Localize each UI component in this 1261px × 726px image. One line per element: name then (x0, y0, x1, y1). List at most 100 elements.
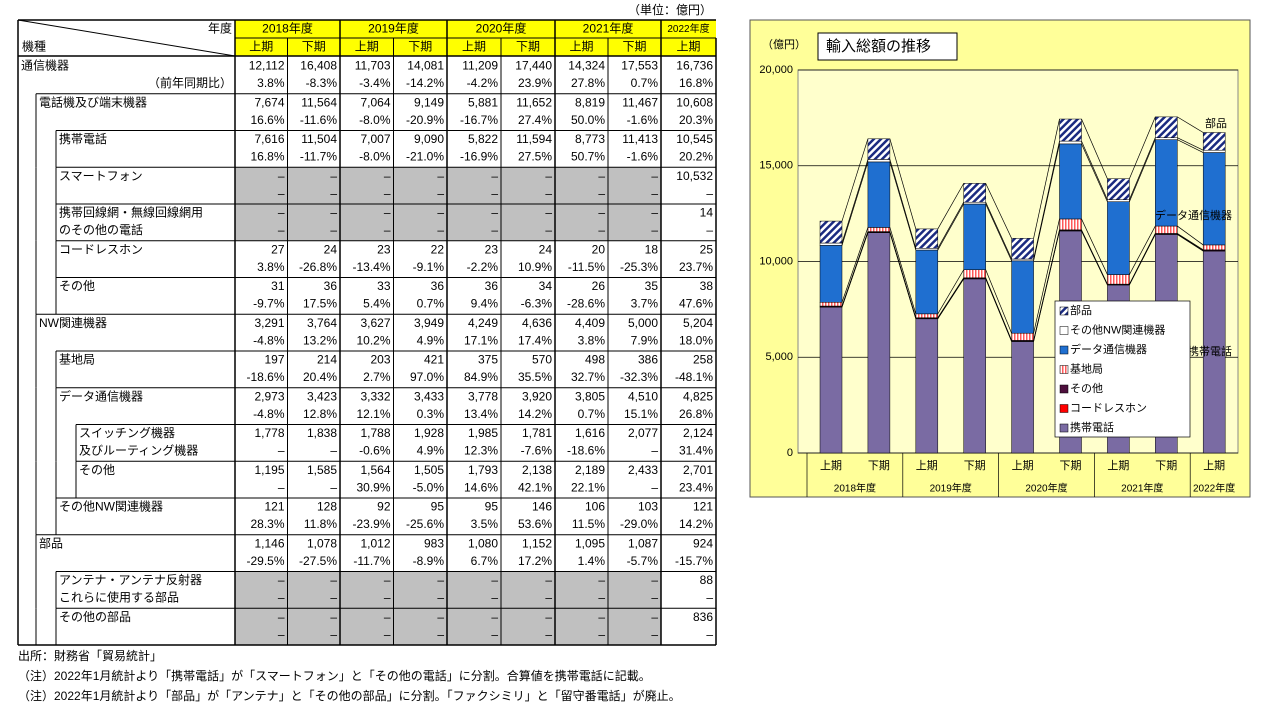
cell-value: 1,788 (360, 426, 390, 440)
y-tick-label: 5,000 (765, 351, 793, 363)
cell-value: 17,440 (515, 59, 552, 73)
annotation: データ通信機器 (1155, 208, 1232, 222)
cell-value: 1,928 (414, 426, 444, 440)
x-tick-label: 上期 (916, 459, 938, 472)
half-cell (447, 38, 501, 56)
na-cell (393, 608, 447, 645)
legend-swatch (1059, 384, 1069, 394)
annotation: 部品 (1205, 116, 1227, 130)
row-label: スイッチング機器 (79, 425, 175, 440)
cell-value: 2,189 (575, 463, 605, 477)
series-line (985, 269, 1012, 334)
cell-change: -29.0% (620, 517, 658, 531)
cell-value: 31 (271, 279, 285, 293)
group-label: 2021年度 (1121, 482, 1163, 495)
cell-change: -8.0% (359, 150, 391, 164)
cell-value: – (545, 169, 552, 183)
row-label: スマートフォン (59, 169, 143, 183)
cell-change: 27.8% (571, 76, 605, 90)
cell-value: 11,504 (301, 132, 337, 146)
bar-segment (1059, 143, 1082, 220)
na-cell (447, 608, 501, 645)
cell-change: -21.0% (406, 150, 444, 164)
cell-value: 3,332 (360, 389, 390, 403)
cell-change: -7.6% (521, 444, 553, 458)
cell-change: – (437, 591, 444, 605)
y-tick-label: 15,000 (759, 160, 793, 172)
year-cell (661, 20, 716, 38)
annotation: 携帯電話 (1188, 344, 1232, 358)
na-cell (287, 204, 340, 241)
bar-segment (963, 201, 986, 205)
cell-value: 4,636 (522, 316, 552, 330)
cell-change: 20.4% (303, 370, 337, 384)
cell-value: – (491, 169, 498, 183)
cell-value: 421 (424, 353, 444, 367)
cell-change: -48.1% (675, 370, 713, 384)
half-cell (235, 38, 288, 56)
na-cell (340, 608, 394, 645)
cell-value: 5,881 (468, 95, 498, 109)
cell-change: – (706, 627, 713, 641)
cell-change: – (491, 186, 498, 200)
cell-value: 11,564 (301, 95, 337, 109)
cell-value: 11,209 (462, 59, 498, 73)
na-cell (235, 608, 288, 645)
bar-segment (1202, 149, 1226, 153)
na-cell (393, 571, 447, 609)
cell-change: -9.7% (253, 297, 285, 311)
bar-segment (819, 302, 843, 307)
cell-change: -4.8% (253, 333, 285, 347)
cell-value: 2,973 (254, 389, 284, 403)
cell-change: -3.4% (359, 76, 391, 90)
cell-value: 11,703 (355, 59, 391, 73)
cell-change: 1.4% (578, 554, 606, 568)
chart-title: 輸入総額の推移 (826, 38, 931, 55)
cell-value: 33 (377, 279, 391, 293)
cell-change: -29.5% (246, 554, 284, 568)
cell-change: – (706, 186, 713, 200)
row-label: のその他の電話 (59, 222, 143, 237)
na-cell (501, 204, 555, 241)
cell-change: – (330, 444, 337, 458)
cell-change: 14.2% (518, 407, 552, 421)
cell-change: -16.9% (460, 150, 498, 164)
group-label: 2018年度 (834, 482, 876, 495)
x-tick-label: 上期 (1107, 459, 1129, 472)
cell-change: – (598, 627, 605, 641)
cell-change: 27.4% (518, 113, 552, 127)
cell-value: – (598, 610, 605, 624)
na-cell (393, 204, 447, 241)
cell-change: – (706, 223, 713, 237)
cell-change: – (651, 223, 658, 237)
cell-value: 121 (693, 500, 713, 514)
bar-segment (867, 227, 891, 232)
chart: 輸入総額の推移 （億円） 0 5,000 10,000 15,000 20,000 上期 下… (749, 19, 1251, 498)
cell-value: 836 (693, 610, 713, 624)
cell-value: – (598, 169, 605, 183)
series-line (889, 231, 917, 318)
cell-value: 24 (324, 242, 338, 256)
cell-value: 2,077 (628, 426, 658, 440)
series-line (1033, 141, 1060, 260)
cell-value: 11,652 (516, 95, 552, 109)
cell-change: 97.0% (410, 370, 444, 384)
legend-label: 部品 (1070, 303, 1092, 317)
cell-change: – (651, 186, 658, 200)
year-header: 2018年度 (262, 21, 313, 36)
cell-value: 1,778 (254, 426, 284, 440)
cell-value: 9,149 (414, 95, 444, 109)
cell-value: 1,095 (575, 536, 605, 550)
cell-change: -28.6% (567, 297, 605, 311)
cell-value: 3,778 (468, 389, 498, 403)
y-axis-label: （億円） (762, 38, 806, 51)
cell-change: 14.6% (464, 480, 498, 494)
cell-change: – (384, 591, 391, 605)
x-tick-label: 上期 (820, 459, 842, 472)
bar-segment (819, 245, 843, 303)
cell-value: – (545, 610, 552, 624)
cell-value: 203 (370, 353, 390, 367)
series-line (1177, 139, 1204, 153)
year-header: 2020年度 (476, 21, 527, 36)
cell-change: – (278, 591, 285, 605)
